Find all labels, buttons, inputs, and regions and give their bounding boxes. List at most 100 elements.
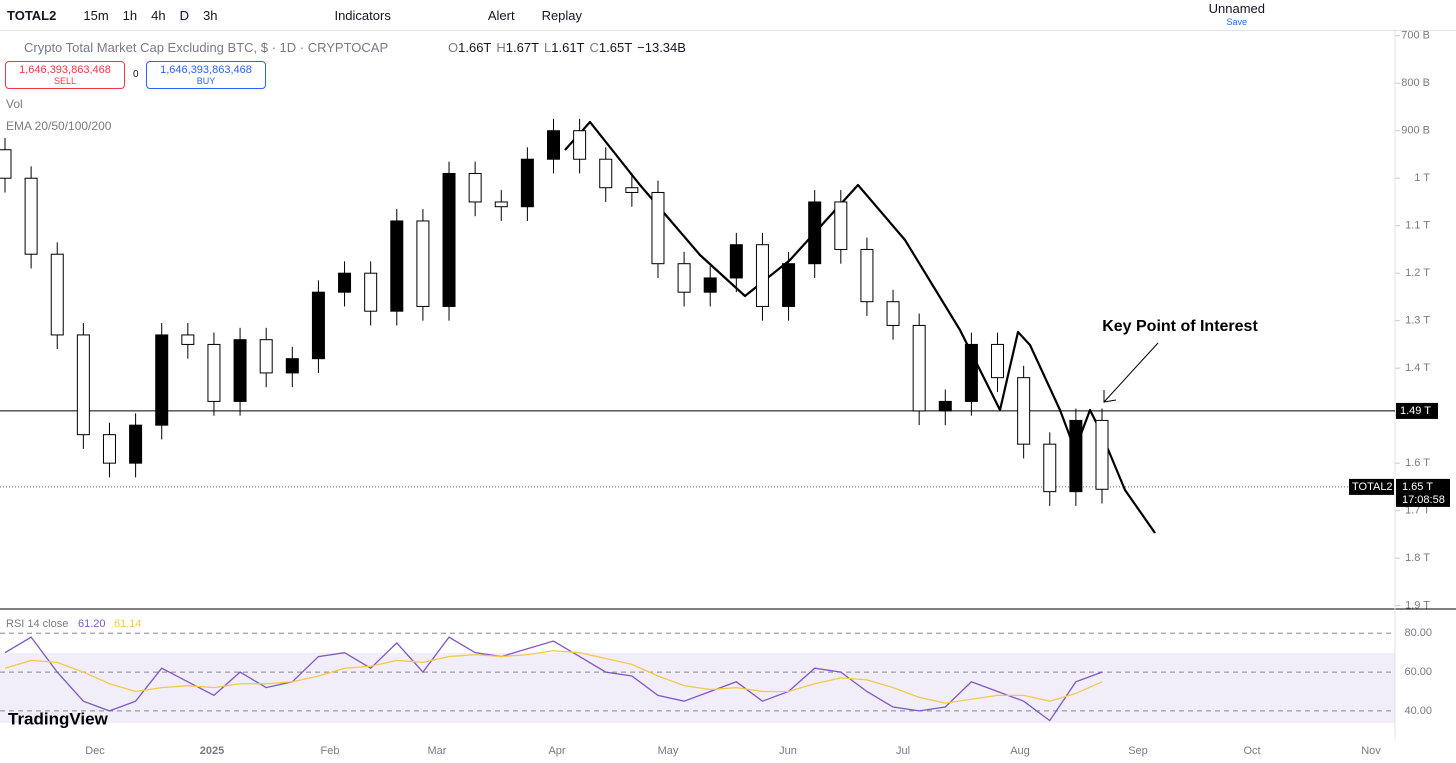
- candle-body: [181, 334, 195, 345]
- last-price-label: 1.65 T: [1402, 481, 1433, 493]
- replay[interactable]: Replay: [541, 7, 583, 23]
- x-tick-label: 2025: [200, 745, 224, 757]
- spread: 0: [133, 69, 139, 80]
- x-tick-label: Mar: [428, 745, 447, 757]
- alert[interactable]: Alert: [487, 7, 515, 23]
- candle-body: [129, 424, 143, 464]
- candle-body: [703, 277, 717, 293]
- candle-body: [573, 130, 587, 160]
- x-tick-label: Nov: [1361, 745, 1381, 757]
- candle-body: [729, 244, 743, 279]
- y-tick-label: 700 B: [1401, 30, 1430, 42]
- candle-body: [912, 324, 926, 412]
- rsi-line: [4, 650, 1103, 704]
- candle-body: [102, 434, 116, 464]
- change: −13.34B: [637, 40, 686, 55]
- rsi-tick-label: 40.00: [1404, 705, 1432, 717]
- y-tick-label: 1.6 T: [1405, 457, 1430, 469]
- arrow: [1103, 342, 1159, 403]
- y-tick-label: 1.2 T: [1405, 267, 1430, 279]
- candle-body: [520, 158, 534, 208]
- ohlc-value: 1.67T: [505, 40, 540, 55]
- candle-body: [24, 177, 38, 255]
- symbol-tag-label: TOTAL2: [1352, 481, 1393, 493]
- ohlc-value: 1.65T: [598, 40, 633, 55]
- vol: Vol: [6, 97, 23, 111]
- x-tick-label: Jul: [896, 745, 910, 757]
- ohlc-value: 1.66T: [458, 40, 492, 55]
- rsi-ma-value: 61.14: [114, 618, 142, 630]
- candle-body: [1095, 419, 1109, 490]
- candle-body: [1069, 419, 1083, 493]
- candle-body: [964, 343, 978, 402]
- ohlc: O1.66T H1.67T L1.61T C1.65T −13.34B: [448, 40, 686, 55]
- x-tick-label: May: [658, 745, 679, 757]
- candle-body: [782, 263, 796, 307]
- trend-drawing: [564, 120, 1156, 534]
- countdown: 17:08:58: [1402, 494, 1445, 506]
- y-tick-label: 1.8 T: [1405, 552, 1430, 564]
- ohlc-value: 1.61T: [551, 40, 585, 55]
- candle-body: [991, 343, 1005, 379]
- y-tick-label: 1.7 T: [1405, 505, 1430, 517]
- candle-body: [207, 343, 221, 402]
- candle-body: [651, 191, 665, 265]
- rsi-tick-label: 60.00: [1404, 666, 1432, 678]
- rsi-label: RSI 14 close: [6, 618, 68, 630]
- layout[interactable]: Unnamed Save: [1202, 2, 1272, 28]
- candle-body: [259, 339, 273, 374]
- last-price-tag: [1396, 478, 1450, 507]
- y-tick-label: 900 B: [1401, 125, 1430, 137]
- interval[interactable]: 15m: [83, 7, 109, 23]
- indicators[interactable]: Indicators: [334, 7, 391, 23]
- arrow-head: [1103, 390, 1117, 403]
- candle-body: [808, 201, 822, 265]
- symbol-tag: [1349, 478, 1394, 495]
- ohlc-key: H: [496, 40, 506, 55]
- candle-body: [1043, 443, 1057, 493]
- symbol[interactable]: TOTAL2: [7, 7, 57, 23]
- candle-body: [155, 334, 169, 426]
- rsi-value: 61.20: [78, 618, 106, 630]
- y-tick-label: 1 T: [1414, 172, 1430, 184]
- interval[interactable]: D: [179, 7, 189, 23]
- candle-body: [390, 220, 404, 312]
- candle-body: [1017, 377, 1031, 445]
- candle-body: [625, 187, 639, 193]
- candle-body: [311, 291, 325, 360]
- annotation: Key Point of Interest: [1102, 318, 1258, 335]
- candle-body: [364, 272, 378, 312]
- interval[interactable]: 4h: [151, 7, 166, 23]
- save[interactable]: Save: [1226, 16, 1248, 27]
- candle-body: [416, 220, 430, 307]
- chart: Key Point of Interest TradingView 700 B 8…: [0, 30, 1456, 757]
- rsi-line: [4, 636, 1103, 722]
- logo: TradingView: [8, 709, 109, 728]
- candle-body: [494, 201, 508, 208]
- ohlc-key: L: [544, 40, 552, 55]
- candle-body: [76, 334, 90, 436]
- candle-body: [677, 263, 691, 293]
- interval[interactable]: 1h: [122, 7, 138, 23]
- sell-button[interactable]: 1,646,393,863,468 SELL: [5, 61, 125, 89]
- x-tick-label: Feb: [321, 745, 340, 757]
- x-tick-label: Aug: [1010, 745, 1030, 757]
- candle-body: [338, 272, 352, 293]
- interval[interactable]: 3h: [202, 7, 218, 23]
- buy-price: 1,646,393,863,468: [160, 64, 252, 76]
- y-tick-label: 1.3 T: [1405, 315, 1430, 327]
- buy-label: BUY: [196, 76, 216, 86]
- buy-button[interactable]: 1,646,393,863,468 BUY: [146, 61, 266, 89]
- candle-body: [599, 158, 613, 189]
- y-tick-label: 1.4 T: [1405, 362, 1430, 374]
- price-tag: [1396, 402, 1438, 419]
- candle-body: [886, 301, 900, 326]
- sell-price: 1,646,393,863,468: [19, 64, 111, 76]
- candle-body: [0, 149, 12, 179]
- x-tick-label: Sep: [1128, 745, 1148, 757]
- ema: EMA 20/50/100/200: [6, 119, 112, 133]
- toolbar: TOTAL2 15m 1h 4h D 3h Indicators Alert R…: [0, 0, 1456, 31]
- candle-body: [442, 172, 456, 307]
- candle-body: [50, 253, 64, 336]
